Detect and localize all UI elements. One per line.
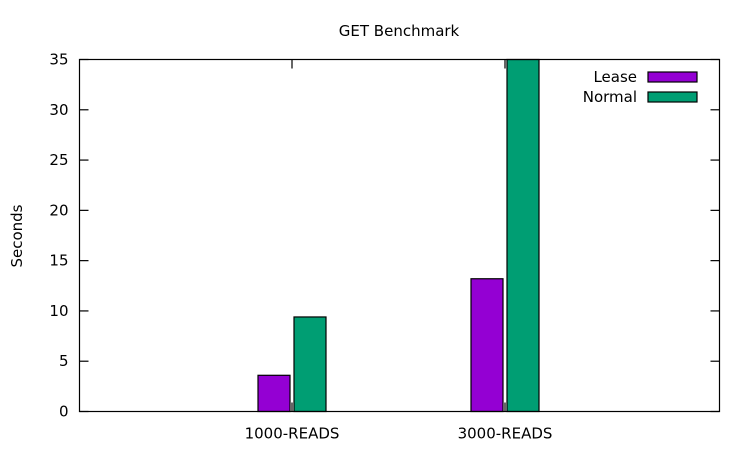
x-tick-labels: 1000-READS 3000-READS <box>245 425 553 443</box>
bar-lease-1000-reads <box>257 374 291 413</box>
y-tick-label: 25 <box>49 151 68 169</box>
axis-ticks: 0 5 10 15 20 25 30 35 <box>49 51 720 421</box>
y-tick-label: 10 <box>49 302 68 320</box>
y-tick-label: 35 <box>49 51 68 69</box>
y-axis-label: Seconds <box>8 204 26 267</box>
y-tick-label: 30 <box>49 101 68 119</box>
x-tick-label: 1000-READS <box>245 425 340 443</box>
legend: Lease Normal <box>583 68 698 106</box>
legend-label: Lease <box>593 68 637 86</box>
bar-normal-1000-reads <box>293 316 327 413</box>
y-tick-label: 0 <box>59 403 69 421</box>
bar-lease-3000-reads <box>470 278 504 413</box>
plot-area-border <box>78 58 721 413</box>
legend-label: Normal <box>583 88 637 106</box>
y-tick-label: 15 <box>49 252 68 270</box>
x-tick-label: 3000-READS <box>458 425 553 443</box>
y-tick-label: 5 <box>59 352 69 370</box>
legend-swatch <box>647 91 698 103</box>
bars <box>257 58 540 413</box>
y-tick-label: 20 <box>49 201 68 219</box>
chart-title: GET Benchmark <box>339 22 460 40</box>
legend-swatch <box>647 71 698 83</box>
bar-normal-3000-reads <box>506 58 540 413</box>
